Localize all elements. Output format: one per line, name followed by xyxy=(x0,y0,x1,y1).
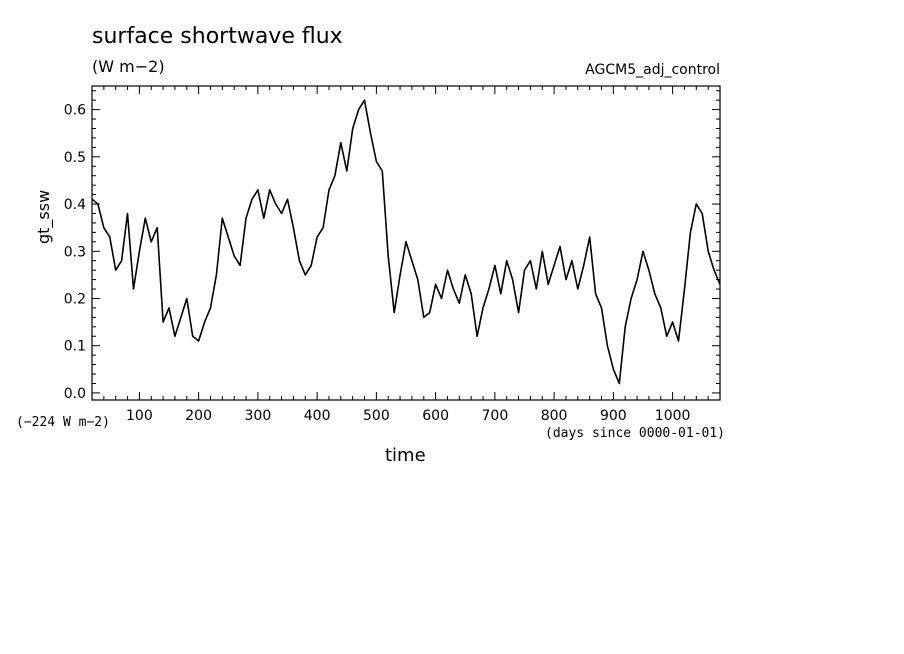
y-tick-label: 0.6 xyxy=(64,103,86,119)
x-origin-note: (days since 0000-01-01) xyxy=(545,426,726,441)
x-tick-label: 900 xyxy=(600,408,627,424)
y-tick-label: 0.3 xyxy=(64,244,86,260)
y-tick-label: 0.0 xyxy=(64,386,86,402)
y-tick-label: 0.5 xyxy=(64,150,86,166)
series-line xyxy=(91,99,721,385)
x-tick-label: 500 xyxy=(363,408,390,424)
x-tick-label: 600 xyxy=(422,408,449,424)
x-tick-label: 300 xyxy=(245,408,272,424)
x-tick-label: 700 xyxy=(482,408,509,424)
x-axis-label: time xyxy=(385,445,426,466)
y-tick-label: 0.4 xyxy=(64,197,86,213)
plot-frame xyxy=(91,85,721,401)
offset-note: (−224 W m−2) xyxy=(16,415,110,430)
x-tick-label: 100 xyxy=(126,408,153,424)
x-tick-label: 1000 xyxy=(655,408,691,424)
chart-units: (W m−2) xyxy=(92,57,165,76)
y-tick-label: 0.2 xyxy=(64,291,86,307)
x-tick-label: 400 xyxy=(304,408,331,424)
y-tick-label: 0.1 xyxy=(64,339,86,355)
run-name: AGCM5_adj_control xyxy=(585,62,720,78)
x-tick-label: 200 xyxy=(185,408,212,424)
x-tick-label: 800 xyxy=(541,408,568,424)
chart-title: surface shortwave flux xyxy=(92,24,343,49)
